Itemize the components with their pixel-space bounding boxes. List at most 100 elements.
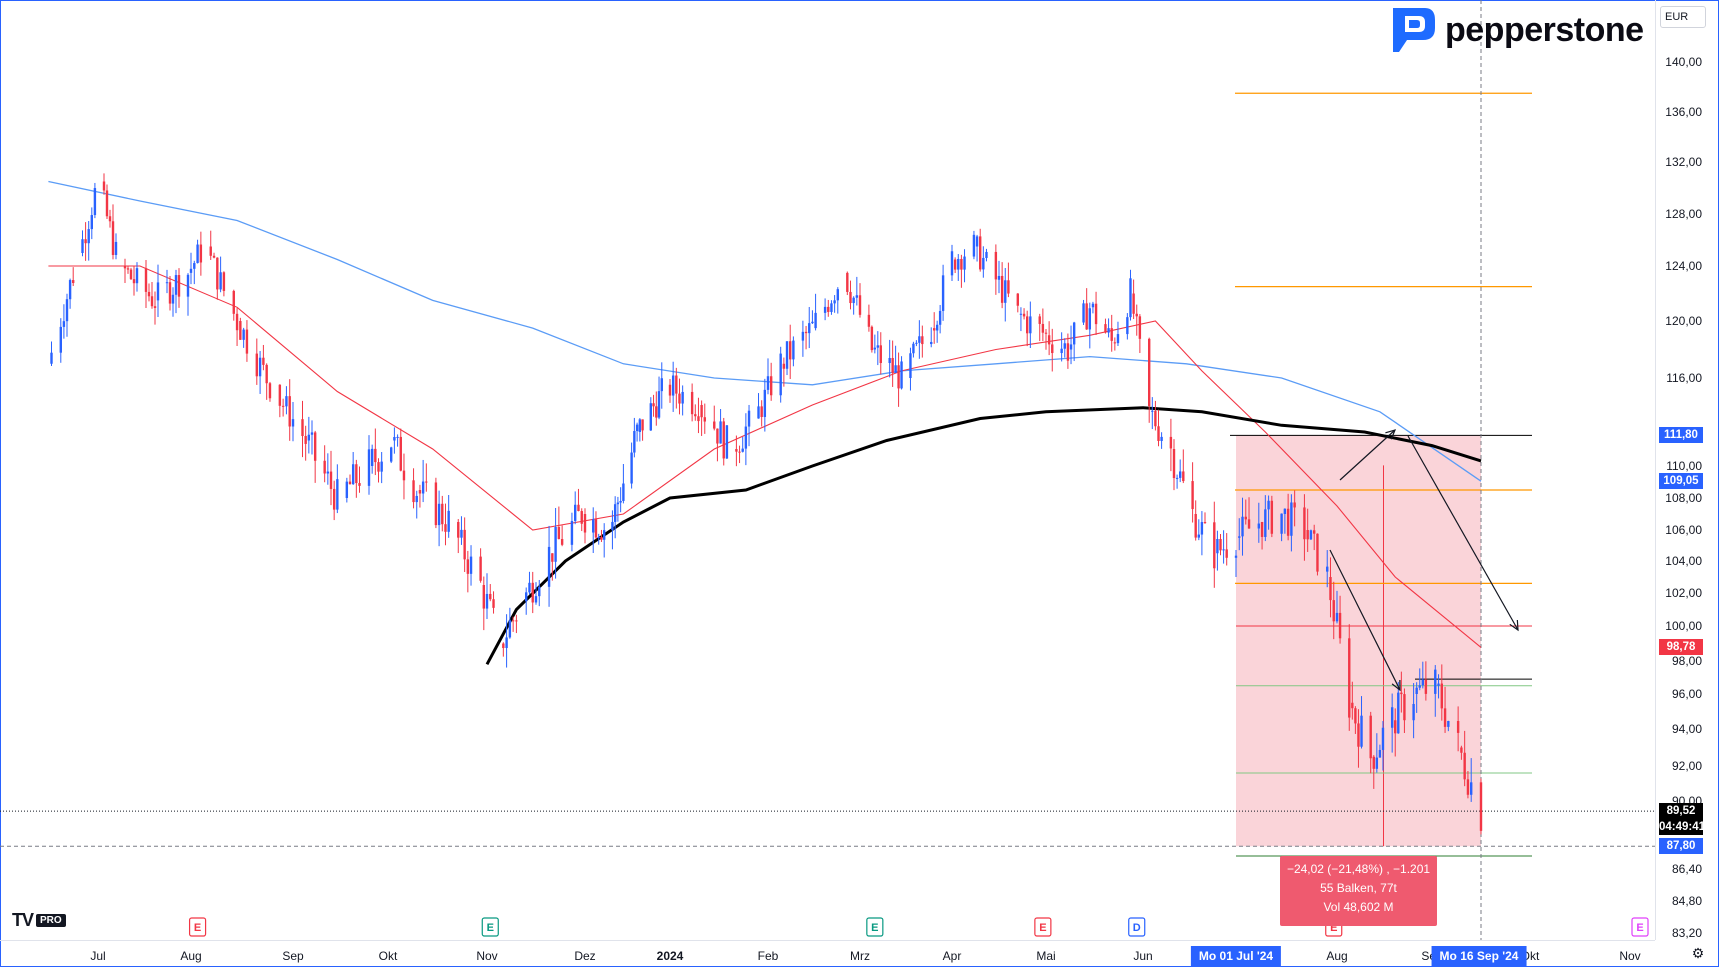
candle-body — [111, 221, 115, 255]
candle-body — [994, 251, 998, 280]
candle-body — [1421, 679, 1425, 686]
candle-body — [1390, 707, 1394, 728]
candle-body — [399, 436, 402, 471]
candle-body — [1041, 323, 1045, 333]
price-tag: 109,05 — [1659, 473, 1703, 490]
candle-body — [285, 396, 288, 407]
candle-body — [1094, 303, 1098, 325]
candle-body — [189, 268, 193, 273]
candle-body — [1110, 328, 1113, 341]
candle-body — [900, 361, 903, 389]
candle-body — [779, 353, 782, 396]
event-marker — [1631, 917, 1649, 937]
candle-body — [1088, 308, 1092, 330]
candle-body — [675, 375, 678, 394]
candle-body — [1372, 756, 1375, 769]
candle-body — [1283, 508, 1287, 514]
candle-body — [65, 299, 69, 322]
trend-arrow-down — [1407, 435, 1519, 631]
candle-body — [418, 490, 422, 494]
candle-body — [153, 306, 157, 308]
candle-body — [719, 421, 722, 444]
event-marker — [1034, 917, 1052, 937]
candle-body — [1029, 316, 1032, 334]
candle-body — [1412, 703, 1415, 721]
candle-body — [616, 502, 620, 505]
candle-body — [716, 428, 719, 444]
candle-body — [1360, 715, 1363, 747]
candle-body — [1216, 539, 1219, 554]
candle-body — [351, 464, 355, 485]
candle-body — [1397, 692, 1400, 734]
candle-body — [212, 255, 216, 258]
candle-body — [1016, 293, 1019, 306]
candle-body — [441, 503, 444, 525]
x-tick-label: Jul — [90, 949, 106, 963]
candle-body — [489, 593, 492, 600]
candle-body — [367, 449, 371, 486]
candle-body — [580, 511, 583, 524]
candle-body — [741, 448, 744, 452]
candle-body — [1460, 747, 1463, 753]
candle-body — [1222, 549, 1225, 551]
candle-body — [1312, 530, 1316, 534]
y-tick-label: 84,80 — [1671, 894, 1702, 908]
candle-body — [1175, 477, 1179, 479]
candle-body — [396, 436, 399, 438]
price-axis[interactable]: 140,00 136,00 132,00 128,00 124,00 120,00 116,… — [1655, 0, 1719, 940]
candle-body — [972, 234, 976, 257]
candle-body — [814, 312, 817, 329]
currency-selector[interactable]: EUR — [1660, 6, 1706, 28]
candle-body — [681, 391, 684, 404]
time-axis[interactable]: Jul Aug Sep Okt Nov Dez 2024 Feb Mrz Apr Mai Jun Aug… — [0, 940, 1655, 968]
candle-body — [630, 452, 633, 484]
candle-body — [502, 643, 505, 649]
candle-body — [304, 436, 307, 444]
candle-body — [1238, 536, 1241, 538]
event-marker-label: E — [1330, 922, 1337, 934]
candle-body — [827, 306, 830, 312]
candle-body — [763, 389, 767, 417]
candle-body — [1126, 317, 1129, 335]
candle-body — [1270, 500, 1274, 534]
candle-body — [1418, 685, 1421, 688]
candle-body — [1160, 436, 1163, 441]
candle-body — [823, 306, 827, 313]
y-tick-label: 102,00 — [1665, 586, 1702, 600]
candle-body — [126, 268, 130, 270]
price-tag: 87,80 — [1659, 838, 1703, 855]
candle-body — [1172, 449, 1176, 479]
candle-body — [652, 403, 655, 407]
candle-body — [132, 279, 136, 284]
y-tick-label: 116,00 — [1666, 371, 1702, 385]
candle-body — [619, 500, 622, 503]
candle-body — [649, 403, 653, 431]
candle-body — [760, 406, 763, 417]
candle-body — [1157, 426, 1160, 441]
candle-body — [891, 357, 894, 373]
candle-body — [235, 313, 239, 331]
candle-body — [538, 586, 541, 597]
candle-body — [1348, 638, 1351, 718]
candle-body — [735, 449, 738, 452]
x-tick-label: Jun — [1133, 949, 1153, 963]
candle-body — [1148, 338, 1151, 407]
candle-body — [262, 357, 265, 365]
candle-body — [852, 297, 855, 304]
candle-body — [193, 263, 196, 269]
candle-body — [1085, 303, 1088, 330]
x-tick-label: Dez — [574, 949, 596, 963]
y-tick-label: 92,00 — [1671, 759, 1702, 773]
candle-body — [1104, 324, 1107, 333]
candle-body — [258, 357, 262, 377]
candle-body — [657, 391, 661, 418]
candle-body — [879, 345, 882, 364]
settings-icon[interactable]: ⚙ — [1691, 945, 1705, 961]
candle-body — [1338, 612, 1342, 639]
price-tag: 98,78 — [1659, 639, 1703, 656]
candle-body — [393, 437, 396, 441]
candle-body — [1326, 566, 1329, 572]
candle-body — [219, 272, 222, 290]
candle-body — [953, 259, 957, 270]
